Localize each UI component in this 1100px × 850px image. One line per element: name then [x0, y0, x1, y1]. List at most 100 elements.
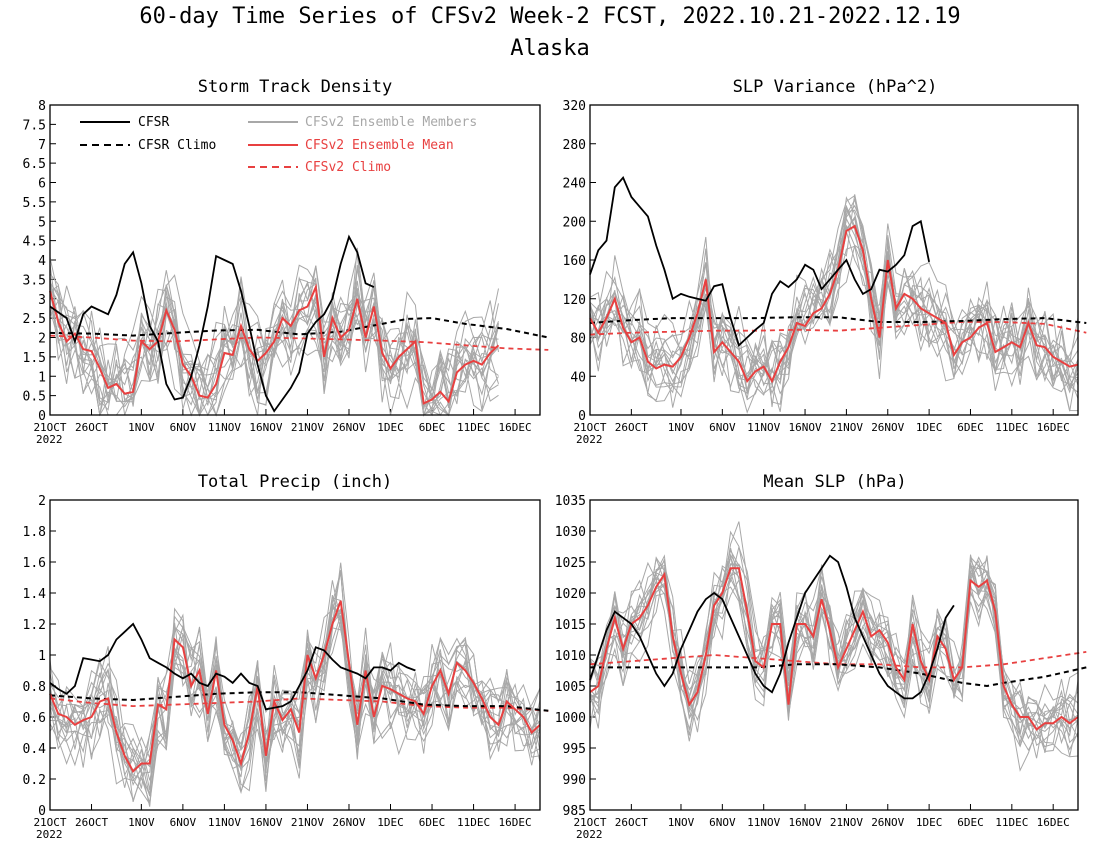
ensemble-members — [49, 247, 499, 417]
panel-total-precip: Total Precip (inch) 0 0.2 0.4 0.6 0.8 1 1.2 1.4… — [23, 472, 549, 841]
y-tick-label: 1030 — [555, 525, 586, 540]
y-tick-label: 6 — [38, 177, 46, 192]
y-tick-label: 80 — [570, 332, 586, 347]
ensemble-member-line — [589, 223, 1079, 394]
y-tick-label: 0 — [38, 804, 46, 819]
ensemble-member-line — [49, 270, 499, 417]
y-tick-label: 240 — [563, 177, 586, 192]
series-lines — [49, 600, 549, 773]
panel-title: SLP Variance (hPa^2) — [733, 77, 938, 97]
ensemble-member-line — [49, 247, 499, 417]
x-year-label: 2022 — [576, 433, 603, 446]
x-tick-label: 16DEC — [1037, 816, 1070, 829]
x-tick-label: 1NOV — [668, 421, 695, 434]
y-tick-label: 1.2 — [23, 618, 46, 633]
panel-axes: 985 990 995 1000 1005 1010 1015 1020 1025 1030 103… — [555, 494, 1070, 841]
x-tick-label: 21OCT — [573, 421, 606, 434]
legend-ens-mean-label: CFSv2 Ensemble Mean — [305, 138, 454, 153]
y-tick-label: 1 — [38, 649, 46, 664]
x-tick-label: 26NOV — [332, 816, 365, 829]
ensemble-member-line — [49, 594, 541, 792]
y-tick-label: 1.5 — [23, 351, 46, 366]
x-tick-label: 11DEC — [995, 421, 1028, 434]
ensemble-member-line — [49, 275, 499, 416]
cfsv2-climo-line — [589, 321, 1087, 336]
plot-frame — [589, 104, 1079, 416]
figure-subtitle: Alaska — [510, 36, 590, 61]
cfsr-climo-line — [49, 317, 549, 339]
x-tick-label: 26OCT — [75, 816, 108, 829]
panel-title: Mean SLP (hPa) — [763, 472, 906, 492]
plot-frame — [49, 499, 541, 811]
cfsr-climo-line — [49, 691, 549, 712]
x-tick-label: 16NOV — [788, 421, 821, 434]
x-tick-label: 1DEC — [916, 421, 943, 434]
legend-cfsv2-climo-label: CFSv2 Climo — [305, 160, 391, 175]
x-tick-label: 16NOV — [788, 816, 821, 829]
panel-mean-slp: Mean SLP (hPa) 985 990 995 1000 1005 1010 1015… — [555, 472, 1087, 841]
ensemble-member-line — [589, 198, 1079, 412]
ensemble-member-line — [49, 600, 541, 781]
y-tick-label: 8 — [38, 99, 46, 114]
series-lines — [589, 554, 1087, 731]
plot-frame — [589, 499, 1079, 811]
ensemble-mean-line — [589, 224, 1079, 384]
cfsr-line — [49, 234, 375, 413]
x-tick-label: 6NOV — [170, 816, 197, 829]
x-year-label: 2022 — [576, 828, 603, 841]
panel-axes: 0 0.2 0.4 0.6 0.8 1 1.2 1.4 1.6 1.8 2 21OCT 26OCT 1NO… — [23, 494, 532, 841]
x-year-label: 2022 — [36, 828, 63, 841]
x-tick-label: 1NOV — [128, 816, 155, 829]
ensemble-members — [49, 562, 541, 807]
ensemble-mean-line — [49, 600, 541, 773]
plot-frame — [49, 104, 541, 416]
ensemble-mean-line — [49, 283, 500, 405]
y-tick-label: 1.8 — [23, 525, 46, 540]
x-tick-label: 16DEC — [499, 816, 532, 829]
x-tick-label: 1NOV — [668, 816, 695, 829]
y-tick-label: 990 — [563, 773, 586, 788]
x-tick-label: 21NOV — [830, 816, 863, 829]
x-tick-label: 11NOV — [747, 816, 780, 829]
panel-axes: 0 40 80 120 160 200 240 280 320 21OCT 26OCT 1NOV 6NO… — [563, 99, 1070, 446]
panel-storm-track-density: Storm Track Density 0 0.5 1 1.5 2 2.5 3 3.5 4 4.5… — [23, 77, 549, 446]
legend-members-label: CFSv2 Ensemble Members — [305, 115, 477, 130]
y-tick-label: 0.6 — [23, 711, 46, 726]
y-tick-label: 7.5 — [23, 118, 46, 133]
x-tick-label: 6DEC — [419, 816, 446, 829]
series-lines — [49, 234, 549, 413]
x-tick-label: 1DEC — [377, 816, 404, 829]
y-tick-label: 1025 — [555, 556, 586, 571]
y-tick-label: 2.5 — [23, 312, 46, 327]
y-tick-label: 1.4 — [23, 587, 47, 602]
panel-title: Total Precip (inch) — [198, 472, 392, 492]
x-tick-label: 26NOV — [332, 421, 365, 434]
x-tick-label: 26OCT — [615, 421, 648, 434]
y-tick-label: 200 — [563, 215, 586, 230]
y-tick-label: 4 — [38, 254, 46, 269]
x-tick-label: 21OCT — [33, 421, 66, 434]
ensemble-member-line — [49, 272, 499, 417]
x-tick-label: 16NOV — [249, 816, 282, 829]
x-tick-label: 6DEC — [957, 816, 984, 829]
y-tick-label: 1 — [38, 370, 46, 385]
x-tick-label: 21NOV — [291, 816, 324, 829]
y-tick-label: 5.5 — [23, 196, 46, 211]
x-tick-label: 11DEC — [457, 816, 490, 829]
y-tick-label: 995 — [563, 742, 586, 757]
y-tick-label: 2 — [38, 494, 46, 509]
x-tick-label: 21NOV — [830, 421, 863, 434]
panel-axes: 0 0.5 1 1.5 2 2.5 3 3.5 4 4.5 5 5.5 6 6.5 7 7.5 8 21OCT 26… — [23, 99, 532, 446]
y-tick-label: 1035 — [555, 494, 586, 509]
ensemble-members — [589, 194, 1079, 414]
series-lines — [589, 176, 1087, 384]
y-tick-label: 1.6 — [23, 556, 46, 571]
panel-title: Storm Track Density — [198, 77, 392, 97]
x-tick-label: 26NOV — [871, 421, 904, 434]
legend-cfsr-label: CFSR — [138, 115, 169, 130]
x-tick-label: 21OCT — [33, 816, 66, 829]
y-tick-label: 3 — [38, 293, 46, 308]
x-tick-label: 1NOV — [128, 421, 155, 434]
x-tick-label: 6NOV — [709, 816, 736, 829]
